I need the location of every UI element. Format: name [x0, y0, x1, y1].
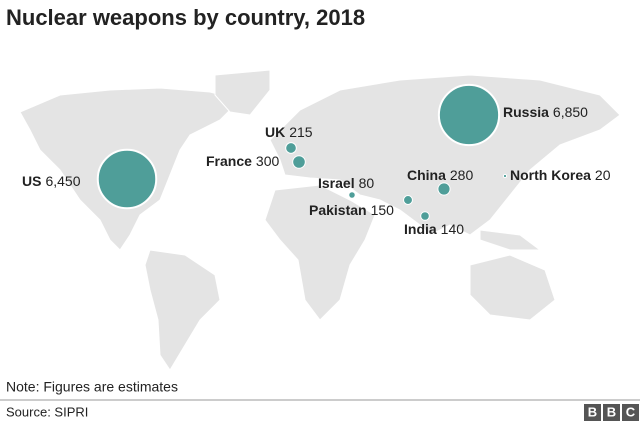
logo-letter: B — [588, 404, 597, 419]
bubble — [420, 211, 430, 221]
world-map — [19, 69, 621, 371]
logo-block — [622, 404, 639, 421]
bubble-label: China 280 — [407, 167, 473, 183]
bubbles: US 6,450 Russia 6,850 UK 215 France 300 Israel 80… — [22, 83, 611, 237]
country-value: 215 — [289, 124, 313, 140]
africa — [264, 184, 376, 321]
bubble — [292, 155, 306, 169]
country-value: 6,450 — [45, 173, 80, 189]
eurasia — [269, 74, 621, 236]
country-name: Israel — [318, 175, 355, 191]
bubble-label: India 140 — [404, 221, 464, 237]
bubble — [96, 148, 158, 210]
bubble — [502, 173, 508, 179]
bubble-label: UK 215 — [265, 124, 313, 140]
country-name: India — [404, 221, 437, 237]
logo: B B C — [584, 404, 639, 421]
country-value: 80 — [359, 175, 375, 191]
title: Nuclear weapons by country, 2018 — [6, 5, 365, 30]
south-america — [144, 249, 221, 371]
country-value: 20 — [595, 167, 611, 183]
logo-letter: B — [607, 404, 616, 419]
country-name: North Korea — [510, 167, 591, 183]
country-value: 280 — [450, 167, 474, 183]
bubble — [403, 195, 413, 205]
indonesia — [479, 229, 542, 251]
country-name: Russia — [503, 104, 549, 120]
bubble-label: Israel 80 — [318, 175, 374, 191]
logo-letter: C — [626, 404, 636, 419]
bubble-label: Pakistan 150 — [309, 202, 394, 218]
bubble-label: France 300 — [206, 153, 279, 169]
bubble — [437, 83, 501, 147]
greenland — [214, 69, 271, 116]
country-name: Pakistan — [309, 202, 367, 218]
country-name: France — [206, 153, 252, 169]
country-value: 300 — [256, 153, 280, 169]
bubble — [348, 191, 356, 199]
australia — [469, 254, 556, 321]
country-name: China — [407, 167, 446, 183]
country-name: UK — [265, 124, 285, 140]
country-value: 150 — [371, 202, 395, 218]
bubble — [285, 142, 297, 154]
logo-block — [584, 404, 601, 421]
source: Source: SIPRI — [6, 404, 88, 419]
bubble-label: US 6,450 — [22, 173, 81, 189]
bubble — [437, 182, 451, 196]
logo-block — [603, 404, 620, 421]
country-value: 140 — [441, 221, 465, 237]
bubble-label: North Korea 20 — [510, 167, 611, 183]
bubble-label: Russia 6,850 — [503, 104, 588, 120]
note: Note: Figures are estimates — [6, 379, 178, 395]
country-value: 6,850 — [553, 104, 588, 120]
country-name: US — [22, 173, 41, 189]
